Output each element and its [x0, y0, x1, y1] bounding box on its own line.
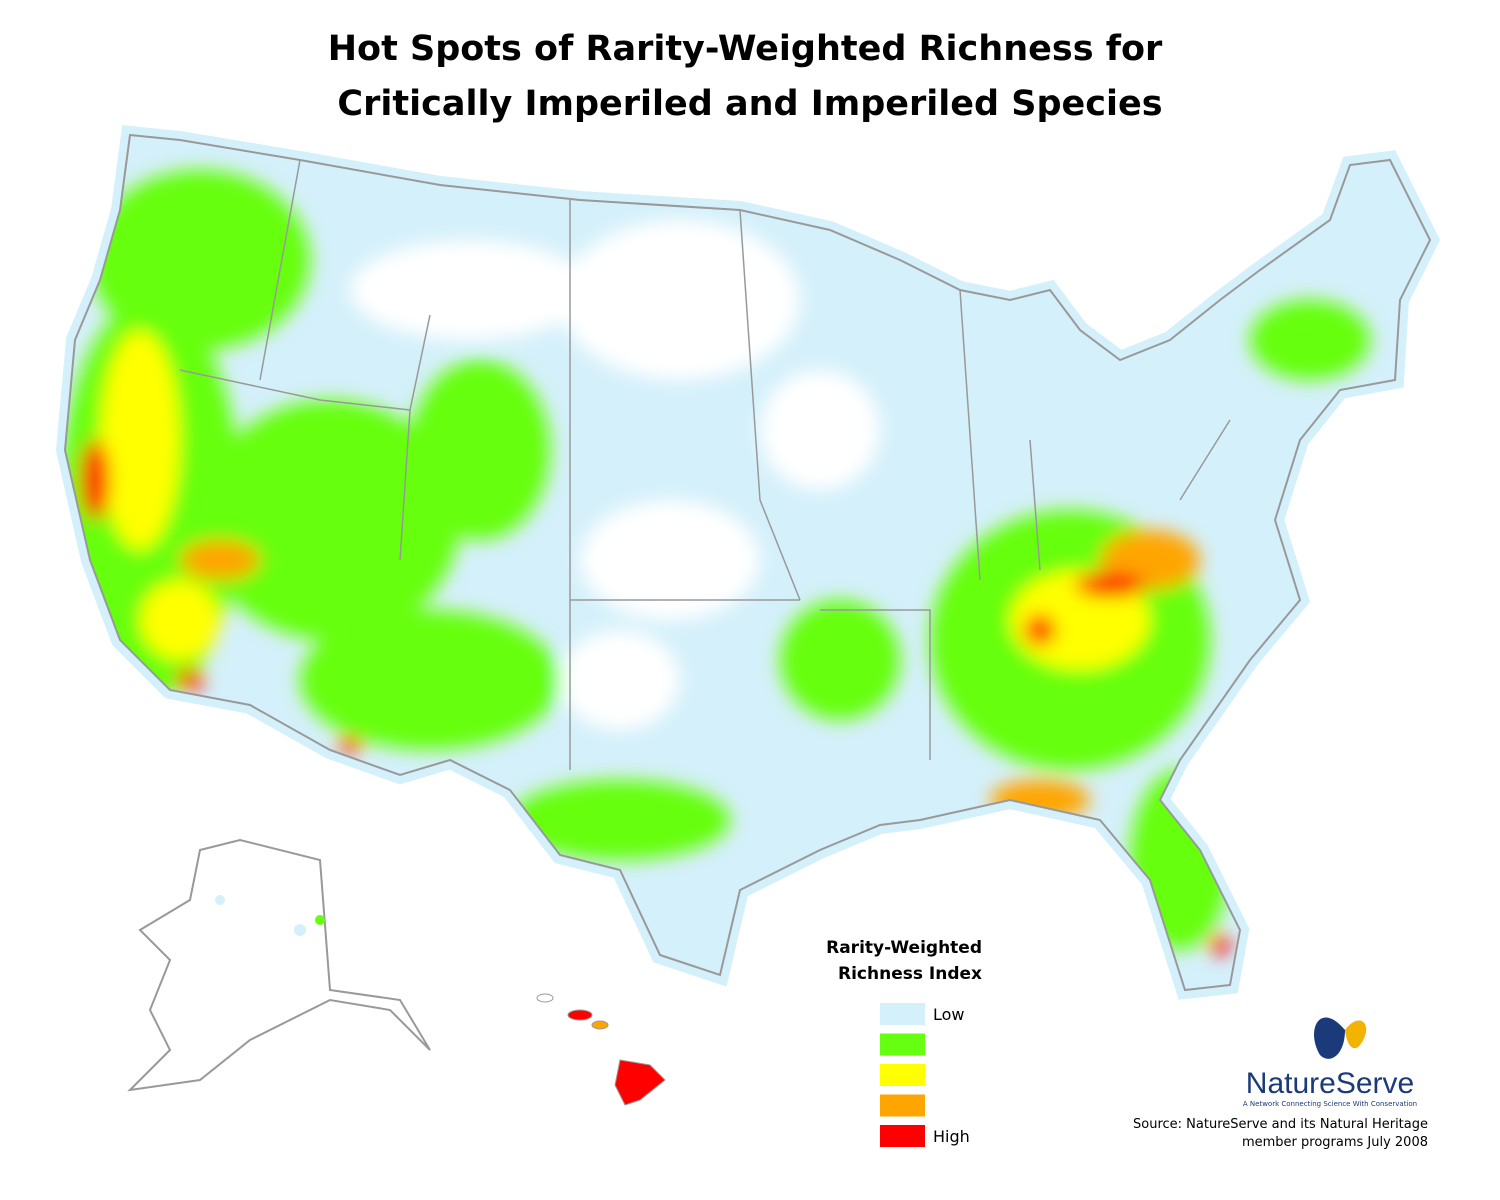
alaska: [127, 838, 431, 1092]
source-text: Source: NatureServe and its Natural Heri…: [1133, 1117, 1428, 1132]
title-line: Hot Spots of Rarity-Weighted Richness fo…: [328, 29, 1163, 69]
legend-label: High: [933, 1127, 970, 1146]
legend-swatch: [880, 1094, 925, 1117]
title-line: Critically Imperiled and Imperiled Speci…: [337, 84, 1162, 124]
legend-title: Rarity-Weighted: [826, 938, 982, 958]
hawaii: [536, 993, 666, 1106]
legend-swatch: [880, 1033, 925, 1056]
legend-swatch: [880, 1003, 925, 1025]
source-text: member programs July 2008: [1242, 1135, 1428, 1150]
logo: NatureServe A Network Connecting Science…: [1243, 1017, 1417, 1108]
legend-swatch: [880, 1125, 925, 1147]
legend-swatch: [880, 1064, 925, 1086]
legend-label: Low: [933, 1005, 965, 1024]
conus: [60, 135, 1430, 990]
logo-tagline: A Network Connecting Science With Conser…: [1243, 1100, 1417, 1108]
legend-title: Richness Index: [838, 964, 982, 984]
logo-name: NatureServe: [1246, 1067, 1414, 1100]
legend: Low High: [880, 1003, 970, 1147]
